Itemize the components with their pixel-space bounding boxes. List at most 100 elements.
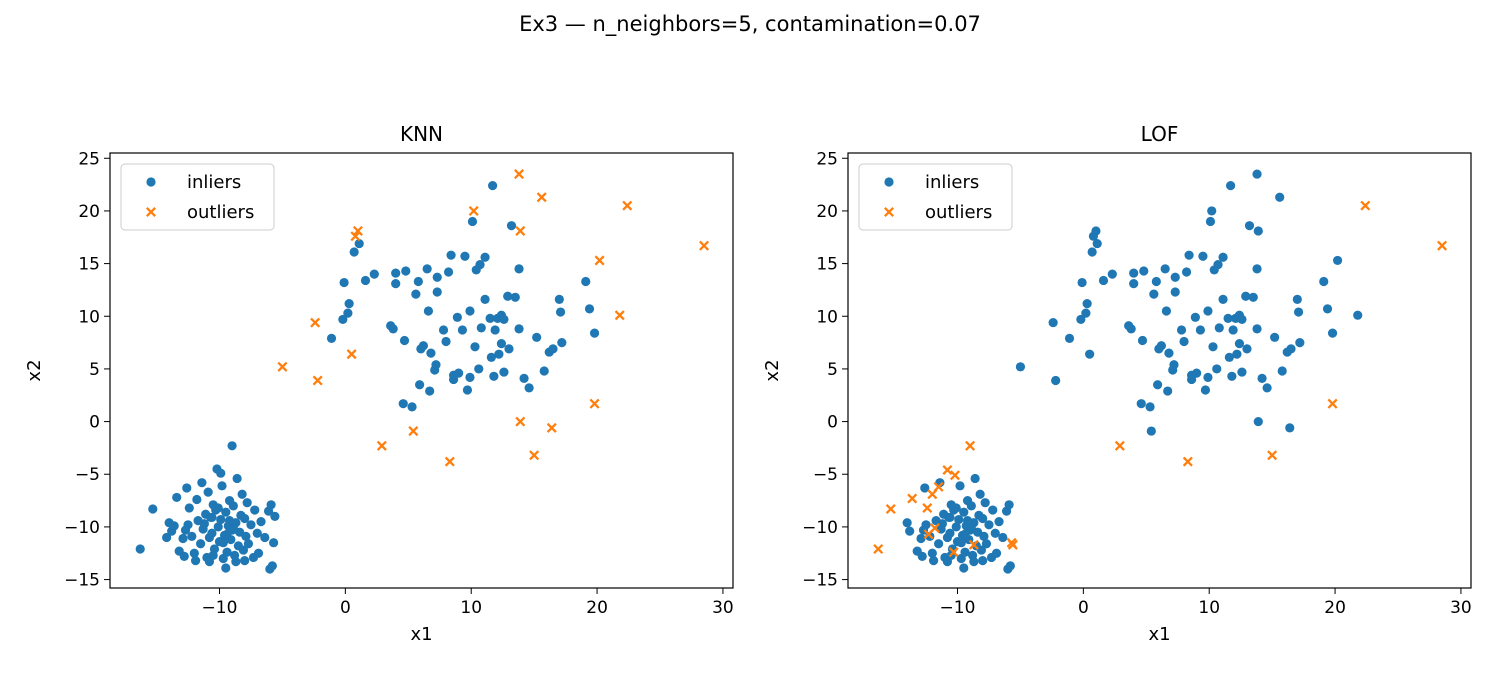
inlier-point bbox=[252, 528, 262, 538]
inlier-point bbox=[422, 264, 432, 274]
inlier-point bbox=[148, 504, 158, 514]
inlier-point bbox=[902, 518, 912, 528]
inlier-point bbox=[905, 526, 915, 536]
inlier-point bbox=[227, 441, 237, 451]
inlier-point bbox=[407, 402, 417, 412]
inlier-point bbox=[954, 514, 964, 525]
outlier-point bbox=[922, 502, 933, 513]
y-tick-label: 5 bbox=[89, 360, 100, 380]
inlier-point bbox=[1154, 344, 1164, 354]
inlier-point bbox=[426, 348, 436, 358]
outlier-point bbox=[589, 398, 600, 409]
y-tick-label: 25 bbox=[816, 149, 838, 169]
inlier-point bbox=[994, 517, 1004, 527]
inlier-point bbox=[184, 503, 194, 513]
inlier-point bbox=[1275, 192, 1285, 202]
outlier-point bbox=[312, 375, 323, 386]
inlier-point bbox=[945, 528, 955, 538]
inlier-point bbox=[1048, 317, 1058, 328]
inlier-point bbox=[1262, 383, 1272, 393]
legend: inliers outliers bbox=[120, 163, 275, 231]
inlier-point bbox=[1200, 385, 1211, 395]
inlier-point bbox=[1146, 426, 1156, 436]
inlier-point bbox=[981, 539, 992, 549]
inlier-point bbox=[970, 473, 980, 484]
inlier-point bbox=[1241, 291, 1251, 301]
inlier-point bbox=[216, 468, 226, 478]
inlier-point bbox=[1179, 336, 1189, 347]
inlier-point bbox=[1253, 416, 1263, 427]
inlier-point bbox=[959, 507, 969, 517]
inlier-point bbox=[1353, 310, 1363, 320]
inlier-point bbox=[213, 522, 223, 532]
inlier-point bbox=[1257, 373, 1267, 383]
inlier-point bbox=[243, 539, 254, 549]
inlier-point bbox=[554, 294, 564, 305]
inlier-point bbox=[1145, 402, 1155, 412]
inlier-point bbox=[1064, 333, 1075, 343]
inlier-point bbox=[1129, 268, 1139, 278]
inlier-point bbox=[474, 364, 484, 374]
inlier-point bbox=[222, 529, 232, 539]
inlier-point bbox=[980, 498, 990, 508]
inlier-point bbox=[1203, 306, 1213, 316]
inlier-point bbox=[1087, 247, 1097, 257]
inlier-point bbox=[490, 325, 500, 335]
outliers-series bbox=[277, 169, 710, 467]
inlier-point bbox=[172, 492, 182, 503]
inlier-point bbox=[489, 371, 499, 381]
inlier-point bbox=[470, 342, 480, 352]
inlier-point bbox=[399, 335, 410, 346]
inlier-point bbox=[240, 556, 250, 566]
outlier-point bbox=[515, 416, 526, 427]
inlier-point bbox=[343, 308, 353, 318]
inlier-point bbox=[1218, 252, 1228, 262]
inlier-point bbox=[1085, 349, 1095, 359]
inlier-point bbox=[179, 551, 189, 562]
inlier-point bbox=[920, 483, 930, 493]
inlier-point bbox=[224, 515, 235, 526]
inlier-point bbox=[1214, 323, 1224, 333]
inlier-point bbox=[203, 487, 213, 497]
outlier-point bbox=[948, 547, 959, 558]
inlier-point bbox=[391, 279, 401, 289]
x-tick-label: 20 bbox=[586, 598, 608, 618]
inlier-point bbox=[1237, 367, 1247, 377]
inlier-point bbox=[951, 522, 961, 532]
inlier-point bbox=[1170, 287, 1180, 297]
inlier-point bbox=[391, 268, 401, 278]
outlier-point bbox=[408, 426, 419, 437]
inlier-point bbox=[135, 544, 145, 554]
inlier-point bbox=[1295, 337, 1305, 348]
inlier-point bbox=[270, 511, 280, 521]
inlier-point bbox=[169, 521, 179, 531]
inlier-point bbox=[197, 478, 207, 488]
inlier-point bbox=[584, 304, 595, 314]
outlier-point bbox=[444, 456, 455, 467]
inlier-point bbox=[180, 525, 191, 535]
inlier-point bbox=[475, 260, 485, 270]
inlier-point bbox=[354, 238, 364, 249]
inlier-point bbox=[207, 512, 217, 523]
panel-title: LOF bbox=[1141, 122, 1179, 146]
inlier-point bbox=[979, 531, 989, 541]
inlier-point bbox=[213, 503, 223, 513]
inlier-point bbox=[401, 266, 411, 276]
inlier-point bbox=[539, 366, 549, 376]
inlier-point bbox=[1252, 169, 1262, 179]
outlier-point bbox=[536, 192, 547, 203]
inlier-point bbox=[182, 483, 192, 493]
y-axis-label: x2 bbox=[24, 359, 45, 381]
outlier-point bbox=[1182, 456, 1193, 467]
inlier-point bbox=[966, 501, 976, 511]
outlier-point bbox=[1114, 440, 1125, 451]
y-tick-label: 10 bbox=[78, 307, 100, 327]
inlier-point bbox=[1129, 279, 1139, 289]
inlier-point bbox=[425, 386, 435, 396]
inlier-point bbox=[1169, 360, 1179, 370]
inlier-point bbox=[991, 548, 1002, 558]
inlier-point bbox=[480, 294, 490, 305]
inlier-point bbox=[266, 500, 276, 510]
inlier-point bbox=[976, 545, 987, 555]
